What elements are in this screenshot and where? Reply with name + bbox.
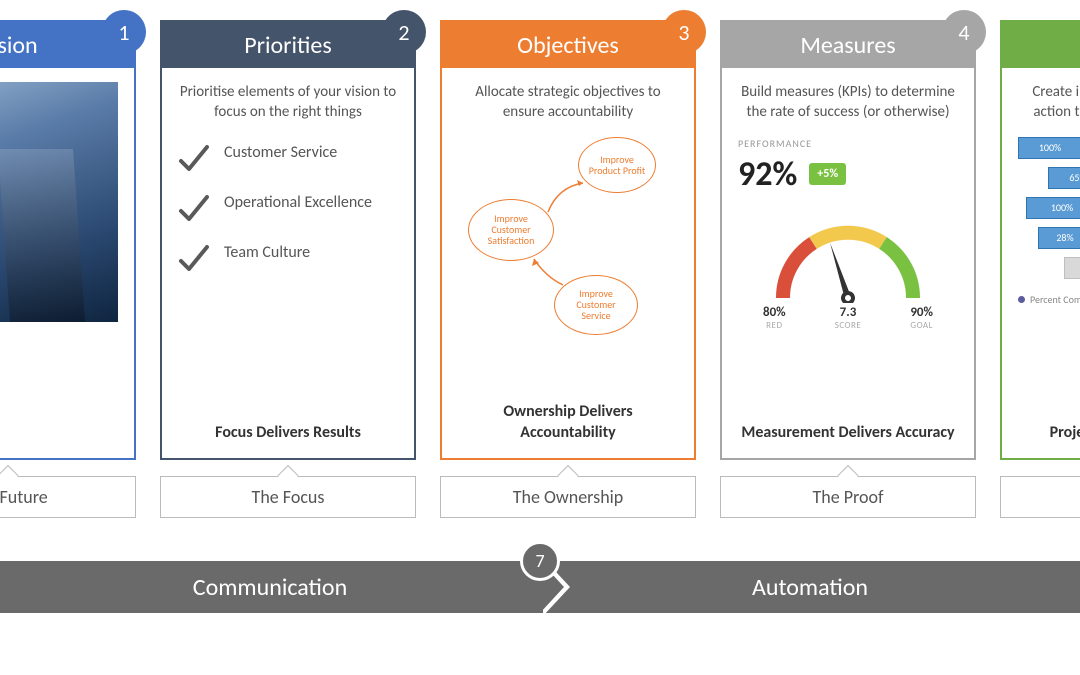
gauge-scale: 80% RED 7.3 SCORE 90% GOAL — [763, 305, 933, 331]
card-body-objectives: Allocate strategic objectives to ensure … — [440, 68, 696, 460]
check-icon — [178, 193, 210, 225]
check-item: Operational Excellence — [178, 193, 398, 225]
check-item: Team Culture — [178, 243, 398, 275]
card-badge-4: 4 — [942, 10, 986, 54]
arrow-icon — [543, 177, 593, 217]
gantt-bar — [1064, 257, 1080, 279]
card-priorities: 2 Priorities Prioritise elements of your… — [160, 20, 416, 518]
gauge-icon — [763, 203, 933, 303]
gantt-bar: 100% — [1026, 197, 1080, 219]
process-automation: Automation — [540, 561, 1080, 613]
process-communication: Communication — [0, 561, 540, 613]
gauge-tick: 90% GOAL — [910, 305, 933, 331]
card-badge-1: 1 — [102, 10, 146, 54]
bubble-satisfaction: Improve Customer Satisfaction — [468, 199, 554, 261]
gantt-bar: 28% — [1038, 227, 1080, 249]
gantt-bar: 65% — [1048, 167, 1080, 189]
arrow-icon — [528, 255, 578, 295]
card-footer-priorities: The Focus — [160, 476, 416, 518]
card-body-vision — [0, 68, 136, 460]
check-icon — [178, 243, 210, 275]
card-body-measures: Build measures (KPIs) to determine the r… — [720, 68, 976, 460]
vision-image — [0, 82, 118, 444]
card-tagline-measures: Measurement Delivers Accuracy — [738, 423, 958, 444]
card-footer-measures: The Proof — [720, 476, 976, 518]
card-initiatives: 5 Initiatives Create initiatives to prov… — [1000, 20, 1080, 518]
legend-dot-icon — [1018, 296, 1025, 303]
objectives-diagram: Improve Product Profit Improve Customer … — [458, 137, 678, 395]
check-item: Customer Service — [178, 143, 398, 175]
card-body-priorities: Prioritise elements of your vision to fo… — [160, 68, 416, 460]
card-tagline-objectives: Ownership Delivers Accountability — [458, 402, 678, 444]
card-objectives: 3 Objectives Allocate strategic objectiv… — [440, 20, 696, 518]
card-footer-objectives: The Ownership — [440, 476, 696, 518]
check-label: Team Culture — [224, 243, 310, 263]
card-badge-3: 3 — [662, 10, 706, 54]
card-body-initiatives: Create initiatives to provide the action… — [1000, 68, 1080, 460]
card-tagline-priorities: Focus Delivers Results — [178, 423, 398, 444]
card-tagline-initiatives: Projects Deliver Change — [1018, 423, 1080, 444]
card-vision: 1 Vision The Future — [0, 20, 136, 518]
process-badge: 7 — [520, 541, 560, 581]
card-header-measures: Measures — [720, 20, 976, 68]
perf-delta-badge: +5% — [809, 163, 846, 185]
cards-row: 1 Vision The Future 2 Priorities Priorit… — [0, 0, 1080, 518]
card-desc-measures: Build measures (KPIs) to determine the r… — [738, 82, 958, 123]
priorities-check-list: Customer Service Operational Excellence … — [178, 143, 398, 275]
card-desc-objectives: Allocate strategic objectives to ensure … — [458, 82, 678, 123]
card-header-initiatives: Initiatives — [1000, 20, 1080, 68]
card-header-objectives: Objectives — [440, 20, 696, 68]
card-desc-priorities: Prioritise elements of your vision to fo… — [178, 82, 398, 123]
card-desc-initiatives: Create initiatives to provide the action… — [1018, 82, 1080, 123]
gauge-tick: 80% RED — [763, 305, 786, 331]
check-label: Customer Service — [224, 143, 337, 163]
card-badge-2: 2 — [382, 10, 426, 54]
gantt-bar: 100% — [1018, 137, 1080, 159]
card-measures: 4 Measures Build measures (KPIs) to dete… — [720, 20, 976, 518]
perf-value: 92% — [738, 154, 797, 195]
card-header-priorities: Priorities — [160, 20, 416, 68]
perf-label: PERFORMANCE — [738, 137, 958, 150]
card-footer-initiatives: The Plan — [1000, 476, 1080, 518]
check-icon — [178, 143, 210, 175]
check-label: Operational Excellence — [224, 193, 372, 213]
process-row: Communication 7 Automation — [0, 561, 1080, 613]
initiatives-gantt: 100% 65% 100% 28% Percent Complete — [1018, 137, 1080, 416]
card-footer-vision: The Future — [0, 476, 136, 518]
initiatives-legend: Percent Complete — [1018, 293, 1080, 306]
measures-gauge: PERFORMANCE 92% +5% — [738, 137, 958, 416]
gauge-tick: 7.3 SCORE — [835, 305, 862, 331]
